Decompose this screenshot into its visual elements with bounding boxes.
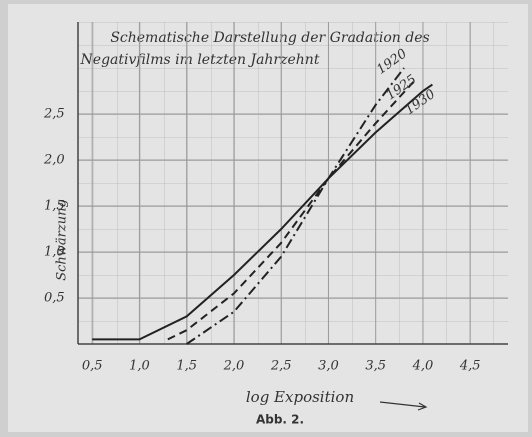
x-tick-label: 2,0 xyxy=(223,359,245,374)
y-tick-label: 0,5 xyxy=(44,291,65,306)
chart: Schematische Darstellung der Gradation d… xyxy=(0,0,532,437)
x-tick-label: 3,5 xyxy=(365,359,386,374)
graph-paper xyxy=(78,22,508,344)
y-tick-label: 2,0 xyxy=(43,153,65,168)
x-tick-label: 4,0 xyxy=(412,359,434,374)
x-axis-label: log Exposition xyxy=(246,388,354,406)
chart-title: Negativfilms im letzten Jahrzehnt xyxy=(80,52,320,68)
x-tick-label: 2,5 xyxy=(270,359,292,374)
x-tick-label: 0,5 xyxy=(82,359,103,374)
y-tick-label: 1,0 xyxy=(44,245,65,260)
y-tick-label: 1,5 xyxy=(44,199,65,214)
x-tick-label: 3,0 xyxy=(318,359,339,374)
y-tick-label: 2,5 xyxy=(43,107,65,122)
chart-title: Schematische Darstellung der Gradation d… xyxy=(110,30,429,46)
x-tick-label: 4,5 xyxy=(459,359,481,374)
x-tick-label: 1,5 xyxy=(176,359,197,374)
caption: Abb. 2. xyxy=(256,413,304,427)
x-tick-label: 1,0 xyxy=(129,359,150,374)
